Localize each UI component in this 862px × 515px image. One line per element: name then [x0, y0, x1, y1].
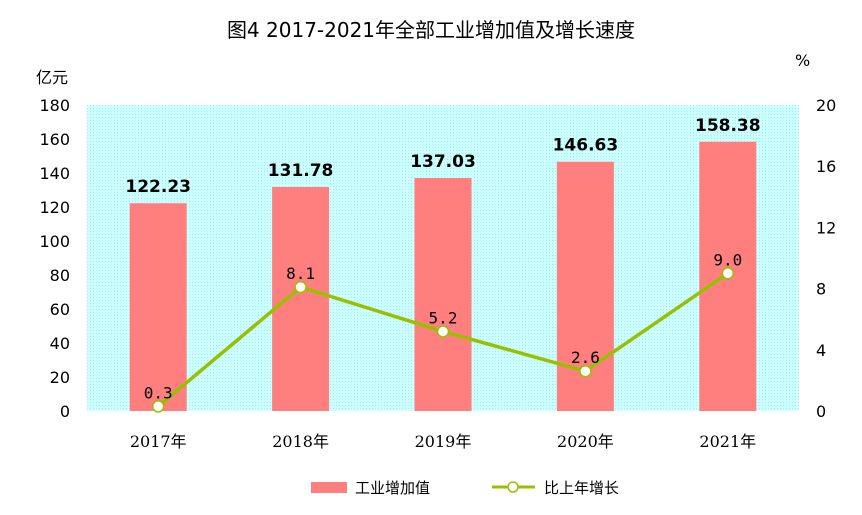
right-tick-label: 12 — [816, 218, 836, 237]
bar — [414, 178, 472, 411]
left-tick-label: 80 — [50, 266, 70, 285]
left-tick-label: 120 — [39, 198, 70, 217]
line-point — [436, 325, 450, 338]
legend: 工业增加值 比上年增长 — [311, 479, 619, 497]
right-tick-label: 4 — [816, 341, 826, 360]
left-tick-label: 40 — [50, 334, 70, 353]
left-tick-label: 100 — [39, 232, 70, 251]
left-tick-label: 20 — [50, 368, 70, 387]
bar-data-label: 158.38 — [695, 116, 761, 136]
line-point — [579, 364, 592, 378]
right-axis-unit: % — [795, 51, 810, 70]
bar-data-label: 131.78 — [268, 161, 334, 181]
legend-label-bar: 工业增加值 — [355, 479, 430, 497]
bar-data-label: 146.63 — [553, 136, 619, 156]
legend-label-line: 比上年增长 — [544, 479, 619, 497]
x-tick-label: 2021年 — [699, 432, 756, 451]
right-tick-label: 0 — [816, 402, 826, 421]
left-tick-label: 180 — [39, 96, 70, 115]
x-tick-label: 2017年 — [130, 432, 187, 451]
chart-title: 图4 2017-2021年全部工业增加值及增长速度 — [227, 18, 635, 42]
bar — [272, 186, 330, 411]
line-data-label: 0.3 — [144, 383, 173, 402]
left-axis-unit: 亿元 — [36, 68, 68, 87]
line-data-label: 5.2 — [429, 308, 458, 327]
line-point — [294, 280, 307, 294]
line-data-label: 2.6 — [571, 348, 600, 367]
legend-swatch-bar — [311, 482, 347, 493]
legend-marker-line — [507, 481, 519, 493]
right-tick-label: 20 — [816, 96, 836, 115]
left-tick-label: 60 — [50, 300, 70, 319]
line-point — [721, 267, 735, 280]
left-tick-label: 0 — [60, 402, 70, 421]
bar-data-label: 122.23 — [125, 177, 191, 197]
left-tick-label: 160 — [39, 130, 70, 149]
line-point — [151, 400, 165, 413]
left-tick-label: 140 — [39, 164, 70, 183]
line-data-label: 9.0 — [713, 250, 742, 269]
right-tick-label: 8 — [816, 280, 826, 299]
bar-data-label: 137.03 — [410, 152, 476, 172]
bar — [129, 203, 187, 411]
x-tick-label: 2020年 — [557, 432, 614, 451]
right-tick-label: 16 — [816, 157, 836, 176]
x-tick-label: 2018年 — [272, 432, 329, 451]
line-data-label: 8.1 — [286, 264, 315, 283]
x-tick-label: 2019年 — [415, 432, 472, 451]
